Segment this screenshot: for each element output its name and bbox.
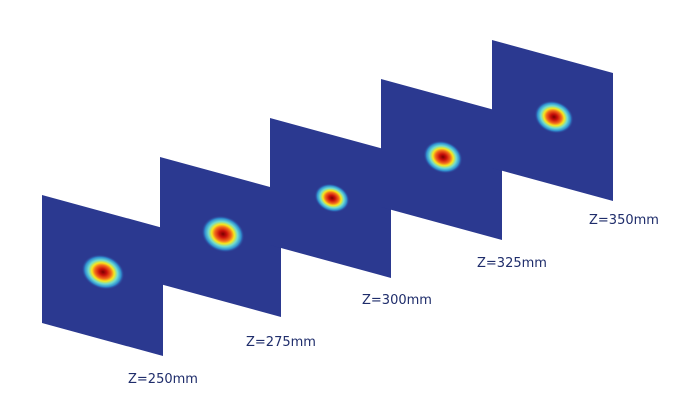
beam-spot: [81, 254, 125, 290]
beam-panel: Z=275mm: [160, 157, 316, 350]
z-label: Z=325mm: [477, 256, 547, 271]
z-label: Z=350mm: [589, 213, 659, 228]
z-label: Z=275mm: [246, 335, 316, 350]
beam-spot: [534, 100, 574, 134]
beam-panel: Z=300mm: [270, 118, 432, 308]
z-label: Z=250mm: [128, 372, 198, 387]
z-label: Z=300mm: [362, 293, 432, 308]
beam-spot: [314, 183, 350, 213]
beam-panel: Z=250mm: [42, 195, 198, 387]
beam-spot: [423, 140, 463, 174]
panels: Z=250mm Z=275mm Z=300mm Z=325mm Z=350mm: [42, 40, 659, 387]
beam-panel: Z=350mm: [492, 40, 659, 228]
beam-spot: [201, 215, 245, 253]
beam-panel: Z=325mm: [381, 79, 547, 271]
